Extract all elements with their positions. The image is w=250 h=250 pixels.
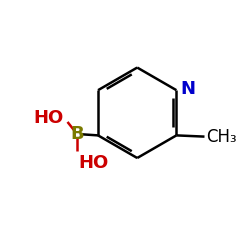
Text: HO: HO (34, 109, 64, 127)
Text: HO: HO (78, 154, 108, 172)
Text: B: B (70, 125, 84, 143)
Text: CH₃: CH₃ (206, 128, 236, 146)
Text: N: N (181, 80, 196, 98)
